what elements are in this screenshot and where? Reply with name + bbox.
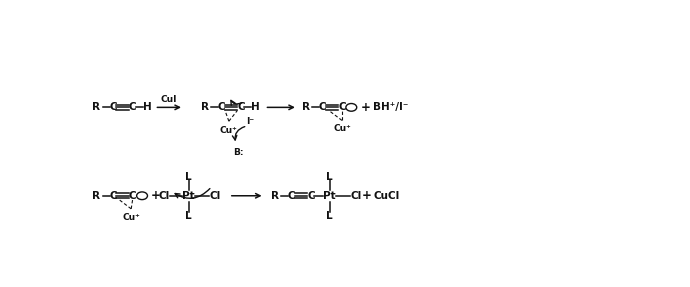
Text: R: R xyxy=(270,191,279,201)
Text: C: C xyxy=(307,191,315,201)
Text: R: R xyxy=(201,102,209,113)
Text: I⁻: I⁻ xyxy=(246,117,254,126)
Text: Pt: Pt xyxy=(182,191,195,201)
Text: Cl: Cl xyxy=(351,191,362,201)
Text: L: L xyxy=(185,211,192,221)
Text: +: + xyxy=(360,101,371,114)
Text: C: C xyxy=(110,191,117,201)
Text: Cu⁺: Cu⁺ xyxy=(122,213,140,222)
Text: Cl: Cl xyxy=(158,191,169,201)
Text: H: H xyxy=(251,102,260,113)
Text: C: C xyxy=(129,102,137,113)
Text: BH⁺/I⁻: BH⁺/I⁻ xyxy=(373,102,408,113)
Text: L: L xyxy=(185,172,192,182)
Text: R: R xyxy=(302,102,310,113)
Text: Cu⁺: Cu⁺ xyxy=(220,126,238,135)
Text: C: C xyxy=(129,191,137,201)
Text: Cl: Cl xyxy=(209,191,221,201)
Text: C: C xyxy=(338,102,346,113)
Text: H: H xyxy=(143,102,152,113)
Text: CuI: CuI xyxy=(161,95,177,104)
Text: Pt: Pt xyxy=(324,191,336,201)
Text: C: C xyxy=(218,102,226,113)
Text: L: L xyxy=(326,211,333,221)
Text: R: R xyxy=(92,191,101,201)
Text: C: C xyxy=(237,102,245,113)
Text: Cu⁺: Cu⁺ xyxy=(333,125,351,133)
Text: C: C xyxy=(288,191,295,201)
Text: C: C xyxy=(110,102,117,113)
Text: +: + xyxy=(362,189,372,202)
Text: B:: B: xyxy=(233,148,244,156)
Text: R: R xyxy=(92,102,101,113)
Text: CuCl: CuCl xyxy=(374,191,400,201)
Text: C: C xyxy=(319,102,326,113)
Text: L: L xyxy=(326,172,333,182)
Text: +: + xyxy=(151,189,161,202)
